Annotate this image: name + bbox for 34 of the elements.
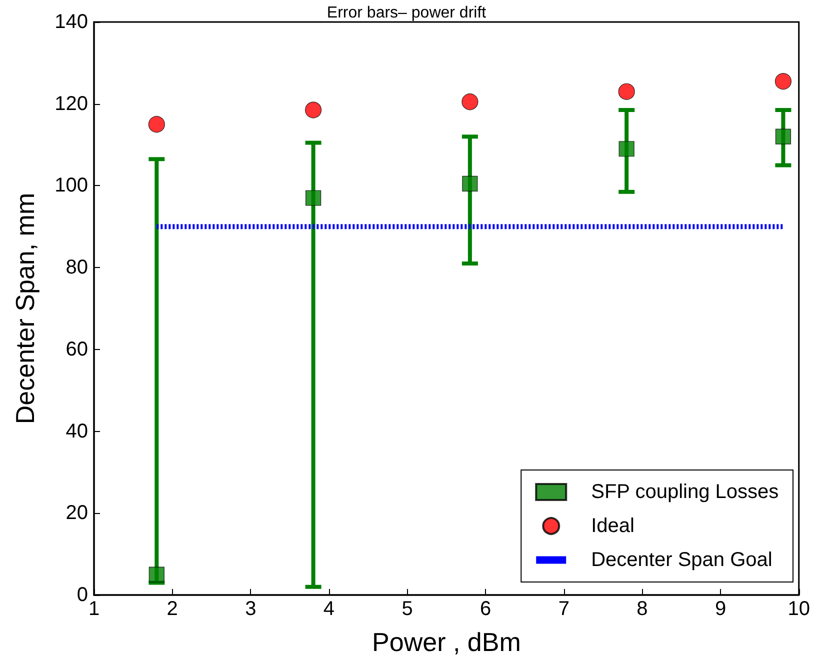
x-tick-label: 1 bbox=[88, 598, 100, 620]
point bbox=[774, 73, 792, 90]
point bbox=[148, 116, 165, 133]
x-tick-label: 2 bbox=[166, 598, 178, 620]
point bbox=[462, 94, 478, 110]
y-tick-label: 40 bbox=[66, 420, 88, 442]
y-tick-label: 0 bbox=[76, 584, 88, 606]
chart-title: Error bars– power drift bbox=[326, 4, 487, 22]
point bbox=[618, 141, 634, 157]
point bbox=[775, 128, 792, 144]
x-tick-label: 10 bbox=[788, 598, 810, 620]
x-tick-label: 7 bbox=[558, 598, 570, 620]
x-tick-label: 5 bbox=[402, 598, 413, 620]
point bbox=[305, 102, 322, 118]
x-tick-label: 8 bbox=[636, 598, 648, 620]
legend-label: SFP coupling Losses bbox=[591, 481, 779, 503]
y-axis-title: Decenter Span, mm bbox=[10, 192, 40, 424]
point bbox=[148, 566, 164, 582]
point bbox=[618, 83, 635, 100]
x-tick-label: 9 bbox=[714, 598, 726, 620]
y-tick-label: 20 bbox=[66, 502, 88, 524]
point bbox=[462, 176, 478, 192]
y-tick-label: 100 bbox=[54, 174, 88, 197]
y-tick-label: 140 bbox=[54, 11, 88, 33]
point bbox=[305, 190, 322, 206]
x-tick-label: 3 bbox=[245, 598, 256, 620]
legend-label: Ideal bbox=[591, 515, 634, 537]
y-tick-label: 60 bbox=[66, 338, 88, 360]
y-tick-label: 120 bbox=[54, 92, 88, 115]
y-tick-label: 80 bbox=[66, 256, 88, 279]
legend-label: Decenter Span Goal bbox=[591, 549, 772, 571]
x-tick-label: 6 bbox=[480, 598, 492, 620]
x-tick-label: 4 bbox=[323, 598, 335, 620]
x-axis-title: Power , dBm bbox=[372, 627, 521, 657]
